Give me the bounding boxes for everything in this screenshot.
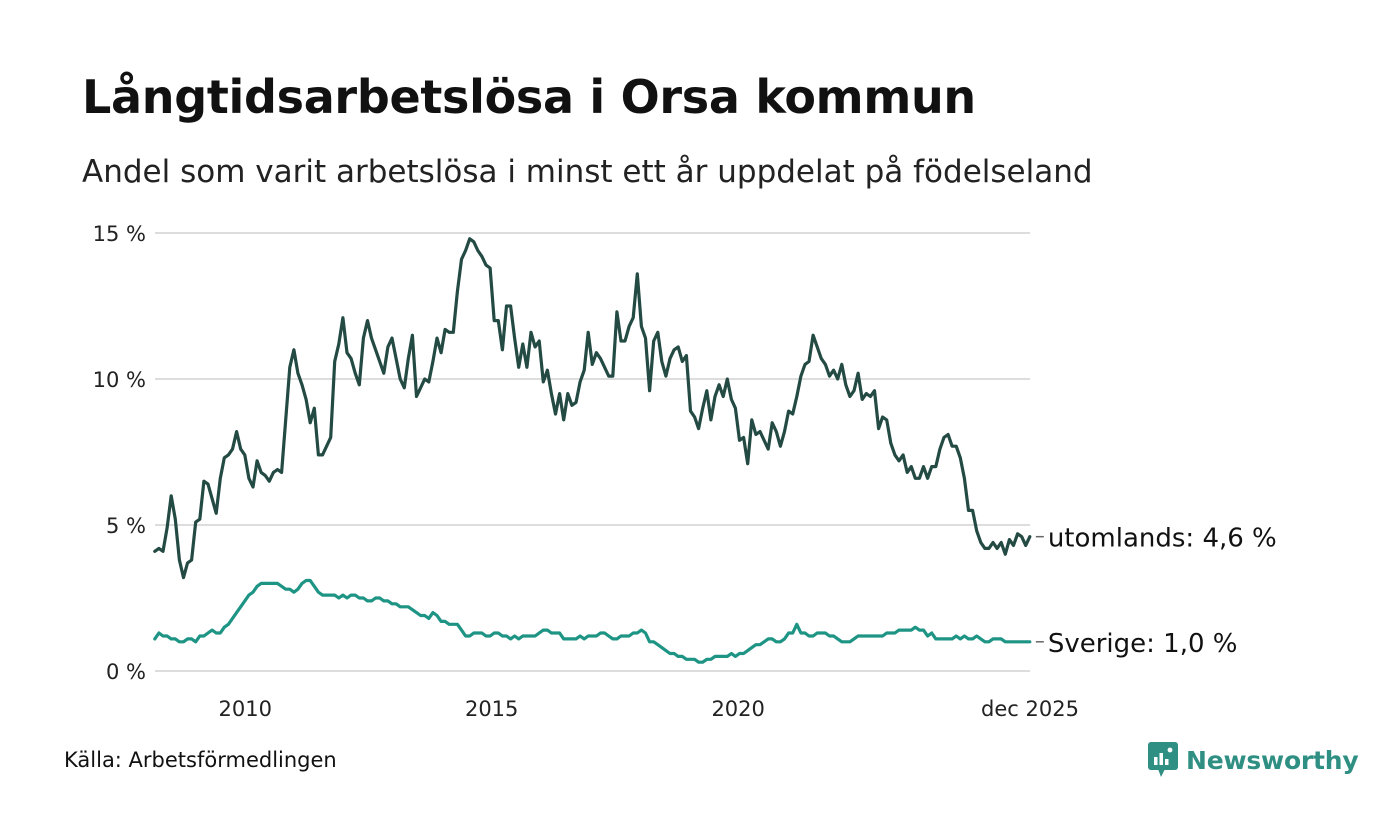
y-axis: 0 % 5 % 10 % 15 %	[93, 222, 146, 684]
chart-subtitle: Andel som varit arbetslösa i minst ett å…	[82, 154, 1093, 190]
x-tick-label: 2020	[711, 697, 764, 721]
chart-title: Långtidsarbetslösa i Orsa kommun	[82, 70, 976, 124]
grid-lines	[155, 232, 1030, 672]
series-line-utomlands	[153, 237, 1032, 580]
series-end-labels: utomlands: 4,6 % Sverige: 1,0 %	[1035, 524, 1277, 659]
y-tick-label: 15 %	[93, 222, 146, 246]
brand-name: Newsworthy	[1186, 745, 1359, 775]
source-note: Källa: Arbetsförmedlingen	[64, 748, 337, 772]
newsworthy-logo-icon	[1148, 742, 1178, 777]
y-tick-label: 10 %	[93, 368, 146, 392]
x-tick-label: dec 2025	[981, 697, 1079, 721]
series-line-sverige	[153, 578, 1032, 664]
series-lines	[153, 237, 1032, 664]
series-end-label: Sverige: 1,0 %	[1048, 629, 1238, 659]
y-tick-label: 0 %	[106, 660, 146, 684]
brand-logo[interactable]: Newsworthy	[1148, 742, 1359, 778]
y-tick-label: 5 %	[106, 514, 146, 538]
x-tick-label: 2015	[465, 697, 518, 721]
x-tick-label: 2010	[218, 697, 271, 721]
series-end-label: utomlands: 4,6 %	[1048, 524, 1277, 554]
x-axis: 2010 2015 2020 dec 2025	[218, 697, 1078, 721]
